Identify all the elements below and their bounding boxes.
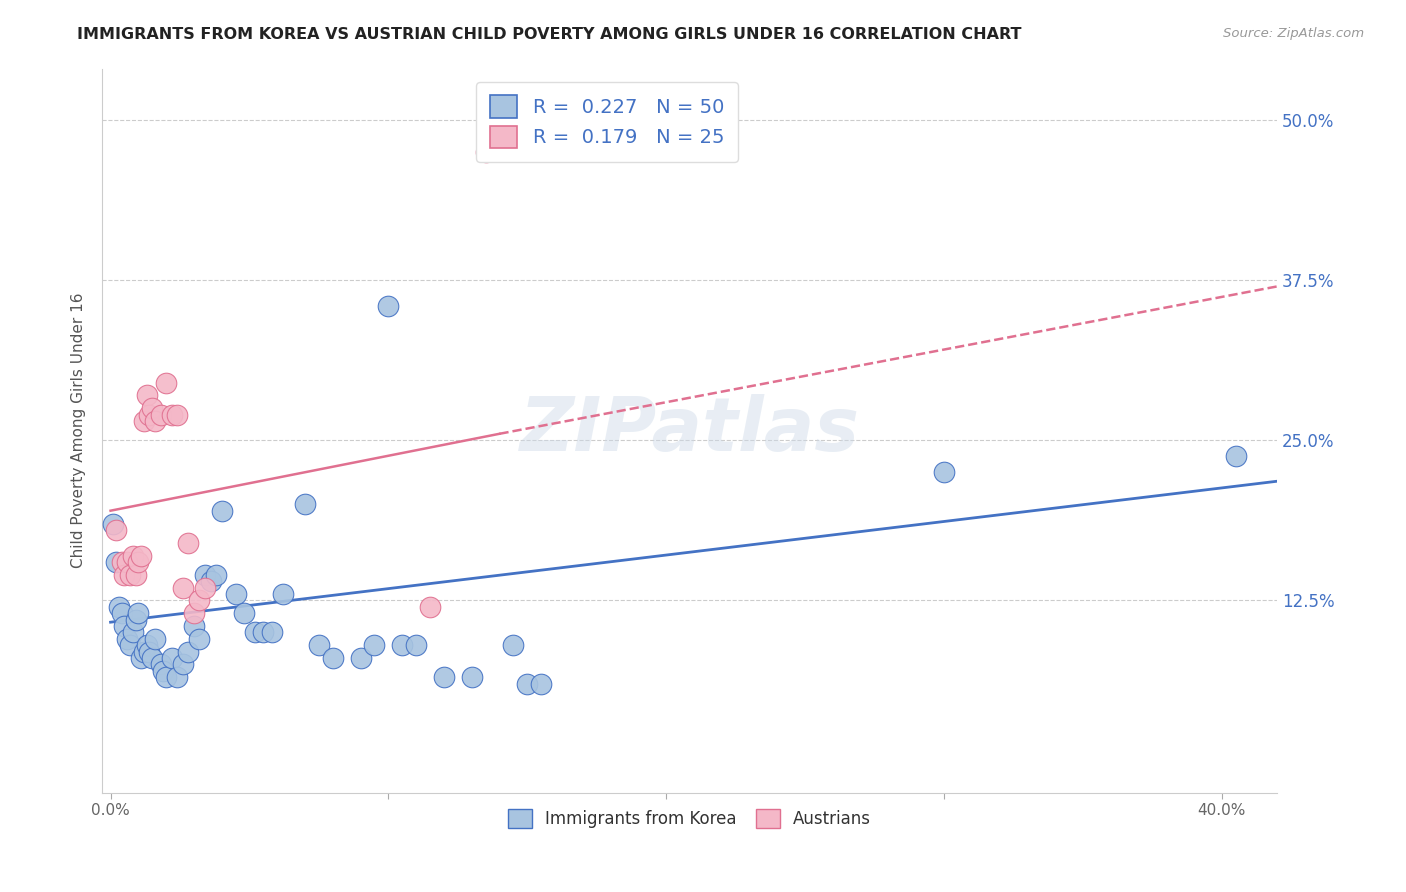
Point (322, 651, 344, 665)
Point (160, 651, 183, 665)
Point (177, 535, 200, 549)
Point (405, 638, 427, 652)
Point (129, 549, 152, 563)
Point (114, 619, 136, 633)
Point (105, 523, 128, 537)
Point (115, 555, 138, 569)
Point (115, 632, 138, 646)
Point (141, 401, 163, 416)
Point (419, 599, 441, 614)
Point (103, 516, 125, 531)
Point (143, 414, 166, 428)
Point (243, 625, 266, 640)
Text: IMMIGRANTS FROM KOREA VS AUSTRIAN CHILD POVERTY AMONG GIRLS UNDER 16 CORRELATION: IMMIGRANTS FROM KOREA VS AUSTRIAN CHILD … (77, 27, 1022, 42)
Point (232, 606, 254, 620)
Point (188, 632, 211, 646)
Point (111, 606, 134, 620)
Point (252, 625, 274, 640)
Point (183, 619, 205, 633)
Point (105, 555, 128, 569)
Point (160, 408, 183, 422)
Point (377, 299, 399, 313)
Point (172, 581, 194, 595)
Point (433, 670, 456, 684)
Point (155, 376, 177, 390)
Point (124, 613, 146, 627)
Point (149, 657, 172, 672)
Point (114, 567, 136, 582)
Point (127, 606, 149, 620)
Point (211, 504, 233, 518)
Point (132, 414, 155, 428)
Point (118, 567, 141, 582)
Point (143, 632, 166, 646)
Point (183, 606, 205, 620)
Y-axis label: Child Poverty Among Girls Under 16: Child Poverty Among Girls Under 16 (72, 293, 86, 568)
Point (108, 599, 131, 614)
Point (271, 587, 294, 601)
Legend: Immigrants from Korea, Austrians: Immigrants from Korea, Austrians (502, 803, 877, 835)
Point (460, 670, 482, 684)
Point (118, 638, 141, 652)
Point (121, 549, 143, 563)
Point (155, 670, 177, 684)
Point (363, 638, 385, 652)
Point (177, 645, 200, 659)
Point (194, 581, 217, 595)
Point (166, 408, 188, 422)
Point (294, 497, 316, 511)
Point (188, 593, 211, 607)
Point (138, 408, 160, 422)
Point (225, 587, 247, 601)
Point (141, 651, 163, 665)
Point (111, 555, 134, 569)
Point (1225, 449, 1247, 463)
Point (391, 638, 413, 652)
Point (194, 567, 217, 582)
Point (260, 625, 283, 640)
Point (138, 645, 160, 659)
Point (474, 145, 496, 159)
Point (516, 676, 538, 690)
Point (205, 567, 228, 582)
Point (149, 408, 172, 422)
Point (129, 651, 152, 665)
Text: Source: ZipAtlas.com: Source: ZipAtlas.com (1223, 27, 1364, 40)
Text: ZIPatlas: ZIPatlas (520, 394, 859, 467)
Point (172, 657, 194, 672)
Point (308, 638, 330, 652)
Point (530, 676, 553, 690)
Point (127, 555, 149, 569)
Point (166, 670, 188, 684)
Point (349, 651, 371, 665)
Point (135, 638, 157, 652)
Point (152, 664, 174, 678)
Point (121, 625, 143, 640)
Point (932, 465, 955, 479)
Point (200, 574, 222, 589)
Point (132, 645, 155, 659)
Point (502, 638, 524, 652)
Point (124, 567, 146, 582)
Point (135, 388, 157, 402)
